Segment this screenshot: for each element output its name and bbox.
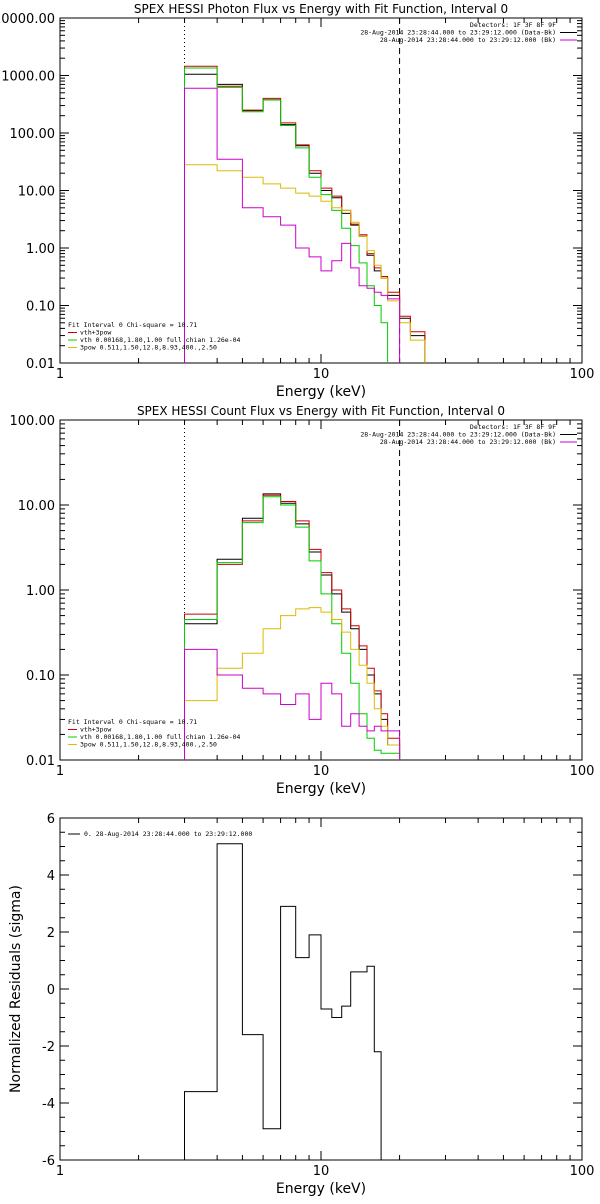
count-flux-x-tick-label: 10 [313, 764, 330, 779]
photon-flux-y-tick-label: 0.01 [26, 357, 55, 372]
photon-flux-title: SPEX HESSI Photon Flux vs Energy with Fi… [134, 2, 508, 16]
residuals-y-tick-label: -2 [42, 1040, 55, 1055]
photon-flux-legend-entry: vth 0.00168,1.80,1.00 full chian 1.26e-0… [80, 336, 241, 344]
residuals-series-0 [184, 843, 382, 1160]
count-flux-series-2 [184, 496, 401, 760]
residuals-y-tick-label: -6 [42, 1154, 55, 1169]
residuals-x-tick-label: 10 [313, 1164, 330, 1179]
residuals-panel: 1 10 100 -6 -4 -2 0 2 4 6 Energy (keV) Normalized R… [8, 812, 595, 1197]
count-flux-series-4 [184, 648, 401, 760]
count-flux-y-tick-label: 0.10 [26, 669, 55, 684]
photon-flux-x-tick-label: 10 [313, 367, 330, 382]
count-flux-series-3 [184, 607, 401, 760]
count-flux-y-tick-label: 1.00 [26, 584, 55, 599]
photon-flux-series-1 [184, 65, 426, 363]
residuals-legend-entry: 0. 28-Aug-2014 23:28:44.000 to 23:29:12.… [84, 830, 252, 838]
photon-flux-y-tick-label: 0.10 [26, 300, 55, 315]
count-flux-legend-entry: 3pow 0.511,1.50,12.8,8.93,400.,2.50 [80, 741, 217, 749]
count-flux-y-tick-label: 0.01 [26, 754, 55, 769]
count-flux-header-line: 28-Aug-2014 23:28:44.000 to 23:29:12.000… [380, 438, 556, 446]
photon-flux-y-tick-label: 10000.00 [0, 12, 55, 27]
photon-flux-panel: SPEX HESSI Photon Flux vs Energy with Fi… [0, 2, 595, 400]
photon-flux-series-0 [184, 73, 426, 363]
count-flux-y-tick-label: 10.00 [18, 499, 55, 514]
photon-flux-header-line: 28-Aug-2014 23:28:44.000 to 23:29:12.000… [380, 36, 556, 44]
photon-flux-series-3 [184, 164, 426, 363]
residuals-x-tick-label: 100 [570, 1164, 595, 1179]
count-flux-legend-entry: vth 0.00168,1.80,1.00 full chian 1.26e-0… [80, 733, 241, 741]
count-flux-panel: SPEX HESSI Count Flux vs Energy with Fit… [10, 404, 595, 797]
residuals-y-tick-label: 6 [47, 812, 55, 827]
photon-flux-x-axis-label: Energy (keV) [276, 384, 366, 400]
photon-flux-y-tick-label: 1.00 [26, 242, 55, 257]
count-flux-x-tick-label: 1 [56, 764, 64, 779]
count-flux-header-line: Detectors: 1F 3F 8F 9F [470, 423, 556, 431]
photon-flux-y-tick-label: 10.00 [18, 185, 55, 200]
photon-flux-legend-entry: vth+3pow [80, 329, 111, 337]
photon-flux-y-tick-label: 100.00 [10, 127, 56, 142]
count-flux-x-tick-label: 100 [570, 764, 595, 779]
photon-flux-x-tick-label: 100 [570, 367, 595, 382]
photon-flux-x-tick-label: 1 [56, 367, 64, 382]
residuals-x-axis-label: Energy (keV) [276, 1181, 366, 1197]
count-flux-y-tick-label: 100.00 [10, 414, 56, 429]
residuals-y-tick-label: -4 [42, 1097, 55, 1112]
photon-flux-y-tick-label: 1000.00 [1, 70, 55, 85]
residuals-y-tick-label: 0 [47, 983, 55, 998]
count-flux-x-axis-label: Energy (keV) [276, 781, 366, 797]
count-flux-legend-entry: vth+3pow [80, 726, 111, 734]
photon-flux-series-4 [184, 87, 401, 363]
photon-flux-legend-entry: 3pow 0.511,1.50,12.8,8.93,400.,2.50 [80, 344, 217, 352]
count-flux-series-1 [184, 494, 401, 760]
photon-flux-series-2 [184, 67, 389, 363]
count-flux-legend-header: Fit Interval 0 Chi-square = 10.71 [68, 718, 197, 726]
residuals-x-tick-label: 1 [56, 1164, 64, 1179]
count-flux-title: SPEX HESSI Count Flux vs Energy with Fit… [137, 404, 505, 418]
count-flux-header-line: 28-Aug-2014 23:28:44.000 to 23:29:12.000… [360, 431, 556, 439]
residuals-y-tick-label: 4 [47, 869, 55, 884]
photon-flux-header-line: Detectors: 1F 3F 8F 9F [470, 21, 556, 29]
photon-flux-legend-header: Fit Interval 0 Chi-square = 10.71 [68, 321, 197, 329]
residuals-y-tick-label: 2 [47, 926, 55, 941]
residuals-y-axis-label: Normalized Residuals (sigma) [8, 885, 24, 1093]
photon-flux-header-line: 28-Aug-2014 23:28:44.000 to 23:29:12.000… [360, 29, 556, 37]
